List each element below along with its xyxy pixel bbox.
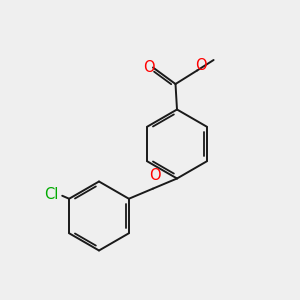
Text: O: O xyxy=(195,58,206,73)
Text: O: O xyxy=(148,168,160,183)
Text: Cl: Cl xyxy=(44,187,58,202)
Text: O: O xyxy=(143,60,154,75)
